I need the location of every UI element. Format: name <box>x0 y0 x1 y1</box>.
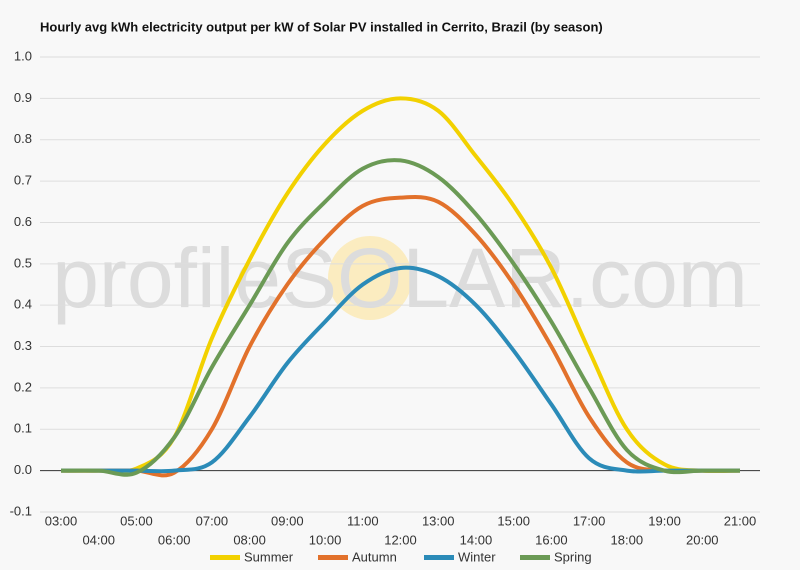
x-tick-label: 20:00 <box>686 532 719 547</box>
x-tick-label: 12:00 <box>384 532 417 547</box>
series-line <box>60 158 740 477</box>
legend-label: Winter <box>458 549 496 564</box>
x-tick-label: 05:00 <box>120 513 153 528</box>
y-tick-label: 0.2 <box>14 379 32 394</box>
y-tick-label: 1.0 <box>14 48 32 63</box>
x-tick-label: 16:00 <box>535 532 568 547</box>
legend-label: Spring <box>554 549 592 564</box>
x-tick-label: 17:00 <box>573 513 606 528</box>
y-tick-label: 0.6 <box>14 214 32 229</box>
chart-title: Hourly avg kWh electricity output per kW… <box>40 19 603 34</box>
legend-swatch <box>210 555 240 560</box>
y-tick-label: 0.7 <box>14 173 32 188</box>
legend-label: Autumn <box>352 549 397 564</box>
legend-swatch <box>520 555 550 560</box>
y-tick-label: 0.3 <box>14 338 32 353</box>
x-tick-label: 07:00 <box>196 513 229 528</box>
legend-label: Summer <box>244 549 294 564</box>
series-line <box>60 195 740 478</box>
x-tick-label: 04:00 <box>82 532 115 547</box>
x-tick-label: 19:00 <box>648 513 681 528</box>
x-tick-label: 15:00 <box>497 513 530 528</box>
legend-swatch <box>424 555 454 560</box>
y-tick-label: -0.1 <box>10 503 32 518</box>
series-line <box>60 265 740 474</box>
x-tick-label: 14:00 <box>460 532 493 547</box>
y-tick-label: 0.0 <box>14 462 32 477</box>
x-tick-label: 10:00 <box>309 532 342 547</box>
watermark: profileSOLAR.com <box>52 231 748 325</box>
y-tick-label: 0.4 <box>14 297 32 312</box>
y-tick-label: 0.8 <box>14 131 32 146</box>
y-tick-label: 0.1 <box>14 421 32 436</box>
x-tick-label: 09:00 <box>271 513 304 528</box>
x-tick-label: 21:00 <box>724 513 757 528</box>
x-tick-label: 11:00 <box>347 513 379 528</box>
x-tick-label: 18:00 <box>611 532 644 547</box>
x-tick-label: 08:00 <box>233 532 266 547</box>
legend-swatch <box>318 555 348 560</box>
y-tick-label: 0.9 <box>14 90 32 105</box>
x-tick-label: 06:00 <box>158 532 191 547</box>
y-tick-label: 0.5 <box>14 255 32 270</box>
x-tick-label: 13:00 <box>422 513 455 528</box>
x-tick-label: 03:00 <box>45 513 78 528</box>
